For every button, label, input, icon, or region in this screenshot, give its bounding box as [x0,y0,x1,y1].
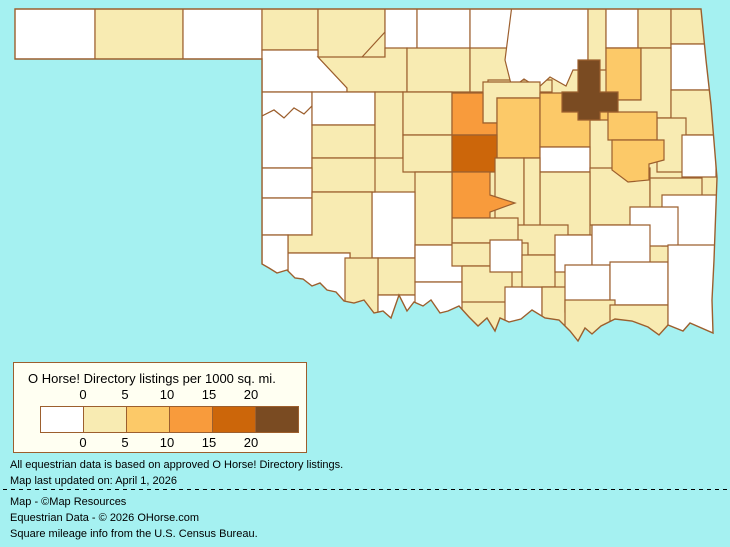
legend-ticks-top: 0 5 10 15 20 [41,387,299,402]
legend-title: O Horse! Directory listings per 1000 sq.… [28,371,276,386]
legend-swatch-5–10 [126,406,170,433]
county-tillman [344,257,379,335]
legend-tick-10: 10 [159,435,175,450]
credit-map: Map - ©Map Resources [10,496,127,508]
county-jackson [287,252,351,319]
county-marshall [541,286,569,337]
county-cimarron [15,9,96,61]
county-harmon [261,234,289,283]
county-sequoyah [681,134,717,178]
oklahoma-county-map [14,8,718,343]
legend-tick-5: 5 [121,387,129,402]
county-dewey [311,91,376,126]
county-love [504,286,543,337]
legend-tick-20: 20 [243,435,259,450]
county-custer [311,124,376,159]
legend-tick-0: 0 [79,387,87,402]
legend-tick-5: 5 [121,435,129,450]
credits: Map - ©Map Resources Equestrian Data - ©… [10,494,258,542]
county-lincoln [496,97,541,159]
legend-swatch-10–15 [169,406,213,433]
credit-square-mileage: Square mileage info from the U.S. Census… [10,528,258,540]
legend-swatch-15–20 [212,406,256,433]
county-okfuskee [539,146,591,173]
county-wagoner [607,111,658,141]
county-beaver [182,9,263,61]
legend-color-ramp [40,406,299,433]
county-muskogee [611,139,665,183]
legend-swatch-20+ [255,406,299,433]
credit-equestrian-data: Equestrian Data - © 2026 OHorse.com [10,512,200,524]
footnote-updated: Map last updated on: April 1, 2026 [10,475,177,487]
county-delaware [670,43,715,91]
county-craig [637,9,672,49]
county-pushmataha [609,261,669,306]
legend-tick-0: 0 [79,435,87,450]
legend-tick-15: 15 [201,435,217,450]
footnotes: All equestrian data is based on approved… [10,457,343,489]
county-mccurtain [667,244,717,341]
county-harper [261,9,319,51]
legend-tick-15: 15 [201,387,217,402]
footnote-data-source: All equestrian data is based on approved… [10,459,344,471]
county-kingfisher [402,91,453,136]
legend-swatch-0–5 [83,406,127,433]
county-murray [489,239,523,273]
legend-tick-20: 20 [243,387,259,402]
county-washita [311,157,376,193]
county-texas [94,9,184,61]
legend-ticks-bottom: 0 5 10 15 20 [41,435,299,450]
dashed-separator [3,489,727,490]
county-caddo [371,191,416,259]
county-blaine [374,91,404,159]
county-oklahoma [451,134,498,173]
county-seminole [523,157,541,236]
map-legend: O Horse! Directory listings per 1000 sq.… [13,362,307,453]
legend-tick-10: 10 [159,387,175,402]
county-ottawa [670,9,713,45]
county-greer [261,197,313,236]
county-roger-mills [261,104,313,169]
state-outline [14,8,718,343]
county-grady [414,171,453,246]
county-tulsa [561,59,619,121]
county-jefferson [414,281,463,323]
county-mcclain [451,217,519,244]
county-canadian [402,134,453,173]
county-nowata [605,9,639,49]
county-beckham [261,167,313,199]
legend-swatch-0 [40,406,84,433]
county-garfield [406,47,471,93]
county-johnston [521,254,556,288]
